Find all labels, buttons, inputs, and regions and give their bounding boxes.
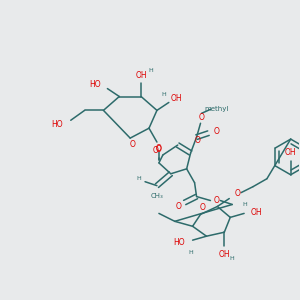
- Text: H: H: [188, 250, 193, 254]
- Text: HO: HO: [90, 80, 101, 89]
- Text: OH: OH: [218, 250, 230, 259]
- Text: H: H: [137, 176, 142, 181]
- Text: HO: HO: [51, 120, 63, 129]
- Text: O: O: [213, 127, 219, 136]
- Text: O: O: [176, 202, 182, 211]
- Text: OH: OH: [285, 148, 296, 158]
- Text: OH: OH: [135, 71, 147, 80]
- Text: OH: OH: [171, 94, 183, 103]
- Text: O: O: [195, 136, 200, 145]
- Text: O: O: [234, 189, 240, 198]
- Text: O: O: [200, 203, 206, 212]
- Text: O: O: [156, 145, 162, 154]
- Text: O: O: [153, 146, 159, 155]
- Text: O: O: [199, 113, 205, 122]
- Text: H: H: [243, 202, 248, 207]
- Text: H: H: [230, 256, 235, 262]
- Text: OH: OH: [250, 208, 262, 217]
- Text: O: O: [156, 143, 162, 152]
- Text: O: O: [129, 140, 135, 148]
- Text: methyl: methyl: [204, 106, 229, 112]
- Text: H: H: [148, 68, 153, 73]
- Text: H: H: [161, 92, 166, 97]
- Text: CH₃: CH₃: [151, 193, 163, 199]
- Text: HO: HO: [173, 238, 184, 247]
- Text: O: O: [213, 196, 219, 205]
